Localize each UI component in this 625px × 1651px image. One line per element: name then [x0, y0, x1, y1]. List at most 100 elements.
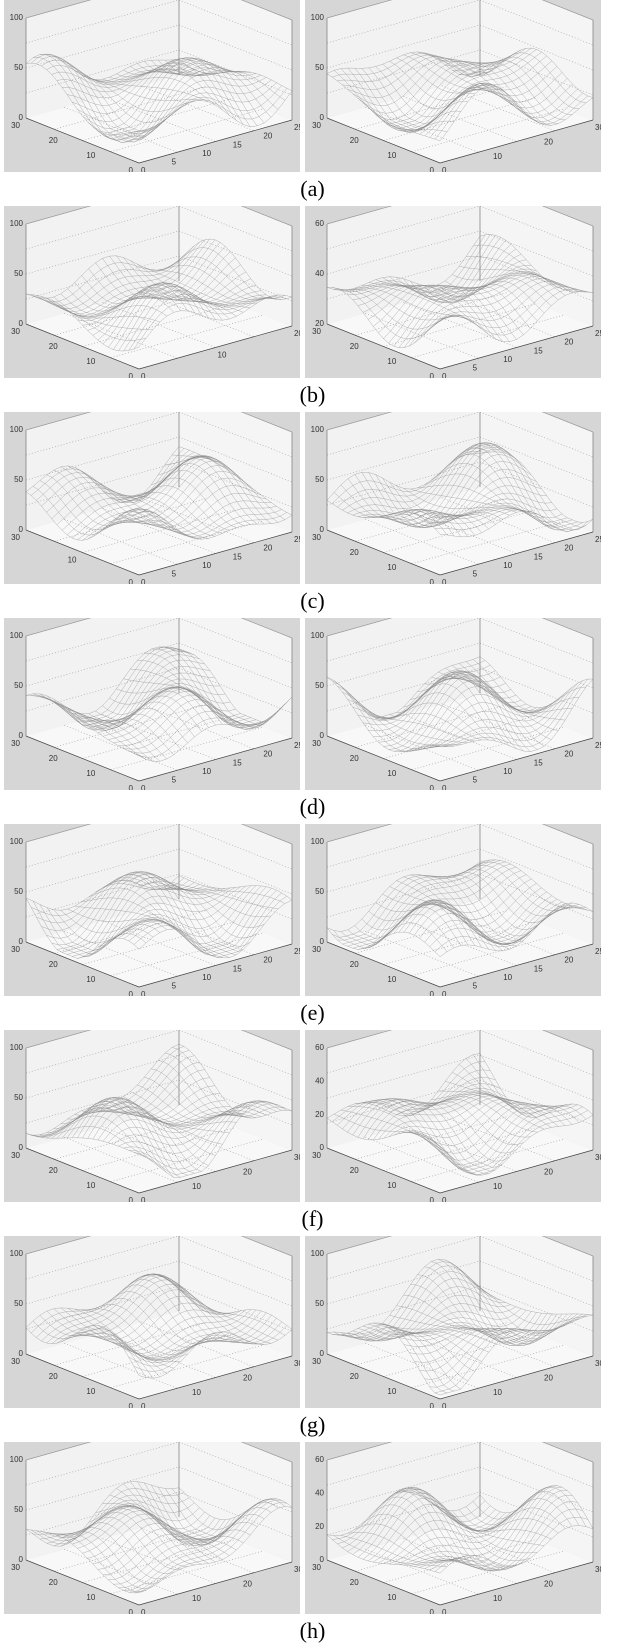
figure-row: 1005003020100051015202510050030201000510…: [0, 618, 625, 824]
y-tick-label: 10: [86, 1593, 95, 1602]
surface-plot: 10050030201000102030: [4, 1442, 300, 1614]
y-tick-label: 10: [86, 975, 95, 984]
z-tick-label: 50: [315, 681, 324, 690]
x-tick-label: 25: [294, 123, 300, 132]
z-tick-label: 60: [315, 219, 324, 228]
x-tick-label: 0: [442, 1402, 447, 1408]
y-tick-label: 20: [350, 754, 359, 763]
x-tick-label: 0: [141, 990, 146, 996]
z-tick-label: 50: [14, 63, 23, 72]
z-tick-label: 20: [315, 1110, 324, 1119]
plot-canvas: 10050030201000510152025: [4, 0, 300, 172]
x-tick-label: 25: [294, 741, 300, 750]
surface-plot: 100500302010001020: [4, 206, 300, 378]
z-tick-label: 100: [10, 425, 24, 434]
z-tick-label: 100: [10, 1455, 24, 1464]
caption: (c): [0, 588, 625, 614]
x-tick-label: 30: [595, 1359, 601, 1368]
caption: (e): [0, 1000, 625, 1026]
plot-canvas: 60402030201000510152025: [305, 206, 601, 378]
plot-canvas: 10050030201000102030: [4, 1442, 300, 1614]
y-tick-label: 20: [350, 136, 359, 145]
y-tick-label: 30: [312, 945, 321, 954]
y-tick-label: 0: [430, 1608, 435, 1614]
z-tick-label: 50: [14, 269, 23, 278]
y-tick-label: 0: [129, 1196, 134, 1202]
x-tick-label: 20: [294, 329, 300, 338]
y-tick-label: 30: [312, 1151, 321, 1160]
plot-canvas: 604020030201000102030: [305, 1442, 601, 1614]
z-tick-label: 100: [10, 219, 24, 228]
x-tick-label: 5: [172, 158, 177, 167]
y-tick-label: 30: [312, 1563, 321, 1572]
x-tick-label: 10: [202, 149, 211, 158]
plot-canvas: 10050030201000102030: [305, 1236, 601, 1408]
surface-plot: 10050030201000510152025: [4, 0, 300, 172]
surface-plot: 100500301000510152025: [4, 412, 300, 584]
y-tick-label: 30: [11, 121, 20, 130]
figure-row: 1005003010005101520251005003020100051015…: [0, 412, 625, 618]
surface-plot: 10050030201000510152025: [4, 618, 300, 790]
y-tick-label: 0: [129, 578, 134, 584]
x-tick-label: 10: [202, 767, 211, 776]
y-tick-label: 30: [11, 945, 20, 954]
x-tick-label: 20: [263, 132, 272, 141]
caption: (a): [0, 176, 625, 202]
z-tick-label: 50: [14, 681, 23, 690]
x-tick-label: 20: [544, 1167, 553, 1176]
x-tick-label: 10: [218, 351, 227, 360]
x-tick-label: 0: [141, 578, 146, 584]
y-tick-label: 20: [49, 1372, 58, 1381]
y-tick-label: 20: [49, 342, 58, 351]
x-tick-label: 20: [564, 338, 573, 347]
y-tick-label: 0: [129, 372, 134, 378]
y-tick-label: 30: [11, 739, 20, 748]
x-tick-label: 30: [294, 1565, 300, 1574]
y-tick-label: 0: [430, 1196, 435, 1202]
x-tick-label: 20: [564, 544, 573, 553]
y-tick-label: 10: [387, 357, 396, 366]
z-tick-label: 50: [14, 887, 23, 896]
caption: (h): [0, 1618, 625, 1644]
x-tick-label: 30: [294, 1153, 300, 1162]
figure-row: 1005003020100010203010050030201000102030…: [0, 1236, 625, 1442]
plot-canvas: 10050030201000102030: [4, 1030, 300, 1202]
x-tick-label: 10: [493, 1182, 502, 1191]
z-tick-label: 50: [14, 1505, 23, 1514]
z-tick-label: 50: [14, 1299, 23, 1308]
z-tick-label: 100: [311, 837, 325, 846]
y-tick-label: 30: [11, 1563, 20, 1572]
x-tick-label: 15: [233, 758, 242, 767]
caption: (g): [0, 1412, 625, 1438]
z-tick-label: 100: [10, 1249, 24, 1258]
y-tick-label: 30: [312, 739, 321, 748]
y-tick-label: 30: [312, 121, 321, 130]
surface-plot: 604020030201000102030: [305, 1442, 601, 1614]
y-tick-label: 0: [430, 166, 435, 172]
z-tick-label: 50: [315, 63, 324, 72]
z-tick-label: 100: [10, 13, 24, 22]
plot-canvas: 10050030201000510152025: [4, 618, 300, 790]
x-tick-label: 0: [141, 1608, 146, 1614]
surface-plot: 10050030201000102030: [4, 1236, 300, 1408]
y-tick-label: 20: [49, 754, 58, 763]
y-tick-label: 0: [129, 990, 134, 996]
plot-canvas: 10050030201000102030: [305, 0, 601, 172]
figure-row: 1005003020100051015202510050030201000510…: [0, 824, 625, 1030]
x-tick-label: 10: [202, 973, 211, 982]
x-tick-label: 15: [233, 964, 242, 973]
z-tick-label: 50: [315, 475, 324, 484]
y-tick-label: 20: [49, 1578, 58, 1587]
y-tick-label: 10: [387, 151, 396, 160]
y-tick-label: 20: [350, 342, 359, 351]
x-tick-label: 0: [442, 1196, 447, 1202]
z-tick-label: 60: [315, 1455, 324, 1464]
z-tick-label: 60: [315, 1043, 324, 1052]
y-tick-label: 30: [312, 1357, 321, 1366]
x-tick-label: 25: [595, 741, 601, 750]
y-tick-label: 10: [86, 1181, 95, 1190]
x-tick-label: 10: [503, 973, 512, 982]
surface-plot: 604020030201000102030: [305, 1030, 601, 1202]
x-tick-label: 30: [595, 1565, 601, 1574]
caption: (d): [0, 794, 625, 820]
